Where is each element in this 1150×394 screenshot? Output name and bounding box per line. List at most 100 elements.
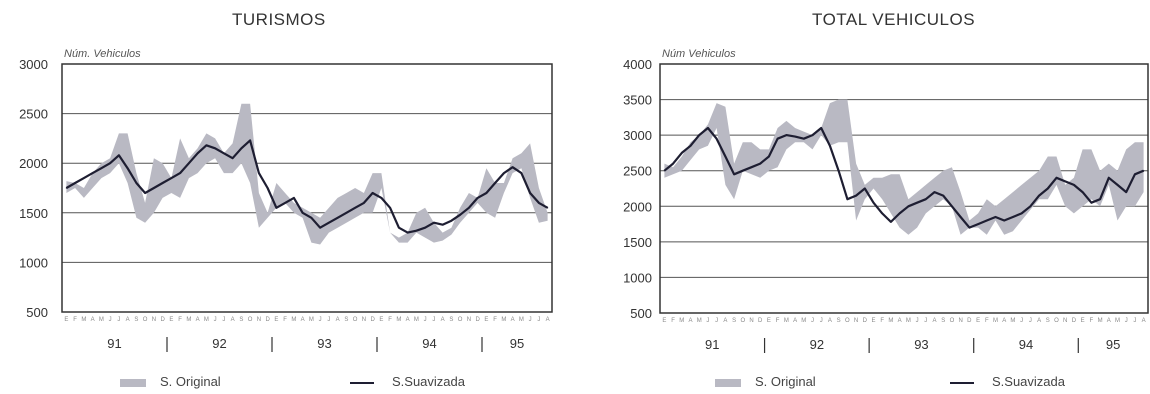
- smoothed-point: [855, 195, 857, 197]
- x-tick-label-month: N: [958, 318, 962, 324]
- smoothed-point: [170, 177, 172, 179]
- smoothed-point: [65, 187, 67, 189]
- x-tick-label-month: J: [424, 317, 427, 323]
- x-tick-label-month: M: [906, 318, 911, 324]
- smoothed-point: [109, 162, 111, 164]
- smoothed-point: [223, 152, 225, 154]
- x-tick-label-month: D: [863, 318, 868, 324]
- smoothed-point: [188, 162, 190, 164]
- x-tick-label-month: M: [81, 317, 86, 323]
- x-tick-label-month: E: [1081, 318, 1085, 324]
- x-tick-label-month: A: [301, 317, 305, 323]
- smoothed-point: [1082, 191, 1084, 193]
- smoothed-point: [864, 187, 866, 190]
- x-tick-label-month: O: [353, 317, 358, 323]
- smoothed-point: [1134, 173, 1136, 175]
- x-tick-label-month: M: [396, 317, 401, 323]
- smoothed-point: [433, 222, 435, 224]
- smoothed-point: [538, 202, 540, 204]
- x-tick-label-month: N: [467, 317, 471, 323]
- x-tick-label-month: D: [265, 317, 270, 323]
- x-tick-label-month: D: [160, 317, 165, 323]
- x-tick-label-month: F: [178, 317, 182, 323]
- x-tick-label-month: D: [758, 318, 763, 324]
- x-tick-label-month: M: [204, 317, 209, 323]
- smoothed-point: [477, 197, 479, 199]
- x-tick-label-month: E: [274, 317, 278, 323]
- x-tick-label-month: M: [519, 317, 524, 323]
- x-tick-label-month: A: [196, 317, 200, 323]
- x-tick-label-month: J: [222, 317, 225, 323]
- x-tick-label-month: A: [1002, 318, 1006, 324]
- y-tick-label: 1500: [19, 206, 48, 221]
- x-tick-label-year: 92: [810, 337, 824, 352]
- x-tick-label-month: S: [1046, 318, 1050, 324]
- x-tick-label-month: M: [309, 317, 314, 323]
- x-tick-label-month: S: [239, 317, 243, 323]
- x-tick-label-month: A: [898, 318, 902, 324]
- chart-svg-total-vehiculos: 500 1000 1500 2000 2500 3000 3500 4000 Núm Vehic…: [623, 48, 1149, 353]
- smoothed-point: [328, 222, 330, 224]
- chart-title: TOTAL VEHICULOS: [812, 10, 976, 29]
- smoothed-point: [232, 157, 234, 159]
- x-tick-label-month: A: [231, 317, 235, 323]
- x-tick-label-month: N: [362, 317, 366, 323]
- x-tick-label-month: A: [1142, 318, 1146, 324]
- smoothed-point: [1003, 219, 1005, 222]
- smoothed-point: [785, 134, 787, 136]
- smoothed-point: [750, 166, 753, 168]
- smoothed-point: [1055, 177, 1058, 179]
- smoothed-point: [968, 227, 970, 229]
- x-tick-label-month: N: [749, 318, 753, 324]
- smoothed-point: [986, 219, 988, 222]
- smoothed-point: [415, 230, 417, 232]
- y-tick-label: 500: [630, 306, 652, 321]
- x-tick-label-month: J: [529, 317, 532, 323]
- x-tick-label-month: S: [732, 318, 736, 324]
- x-tick-label-month: O: [248, 317, 253, 323]
- smoothed-point: [1116, 184, 1119, 186]
- chart-panel-turismos: TURISMOS 500 1000 1500 2000 2500 3000 Núm. Veh…: [0, 0, 560, 394]
- smoothed-point: [302, 212, 304, 214]
- legend-label-original: S. Original: [160, 374, 221, 389]
- x-tick-label-month: D: [475, 317, 480, 323]
- smoothed-point: [759, 163, 761, 165]
- legend-swatch-original: [715, 378, 741, 387]
- x-tick-label-month: M: [414, 317, 419, 323]
- smoothed-point: [144, 192, 146, 194]
- smoothed-point: [820, 127, 822, 129]
- smoothed-point: [240, 147, 242, 149]
- smoothed-point: [742, 170, 744, 172]
- legend-swatch-smoothed: [950, 381, 974, 384]
- x-tick-label-month: O: [1054, 318, 1059, 324]
- smoothed-point: [179, 172, 181, 174]
- x-tick-label-month: S: [941, 318, 945, 324]
- smoothed-point: [74, 182, 76, 184]
- smoothed-point: [1090, 202, 1092, 204]
- smoothed-point: [1073, 184, 1075, 186]
- smoothed-point: [267, 187, 269, 189]
- smoothed-point: [468, 207, 470, 209]
- x-tick-label-month: A: [688, 318, 692, 324]
- x-tick-label-month: J: [811, 318, 814, 324]
- smoothed-point: [872, 202, 875, 204]
- smoothed-point: [380, 197, 382, 199]
- x-tick-label-month: J: [1020, 318, 1023, 324]
- smoothed-point: [681, 152, 683, 154]
- series-smoothed-line: [663, 126, 1145, 229]
- x-tick-label-month: D: [1072, 318, 1077, 324]
- y-tick-label: 3000: [19, 57, 48, 72]
- smoothed-point: [803, 138, 805, 140]
- x-tick-label-month: J: [319, 317, 322, 323]
- x-tick-label-month: M: [993, 318, 998, 324]
- smoothed-point: [925, 198, 927, 200]
- x-tick-label-month: J: [214, 317, 217, 323]
- x-tick-label-year: 92: [212, 336, 226, 351]
- smoothed-point: [899, 212, 901, 214]
- smoothed-point: [1125, 191, 1127, 193]
- x-tick-label-month: A: [126, 317, 130, 323]
- smoothed-point: [398, 227, 400, 229]
- x-tick-label-month: S: [134, 317, 138, 323]
- x-tick-label-month: M: [99, 317, 104, 323]
- smoothed-point: [258, 172, 260, 174]
